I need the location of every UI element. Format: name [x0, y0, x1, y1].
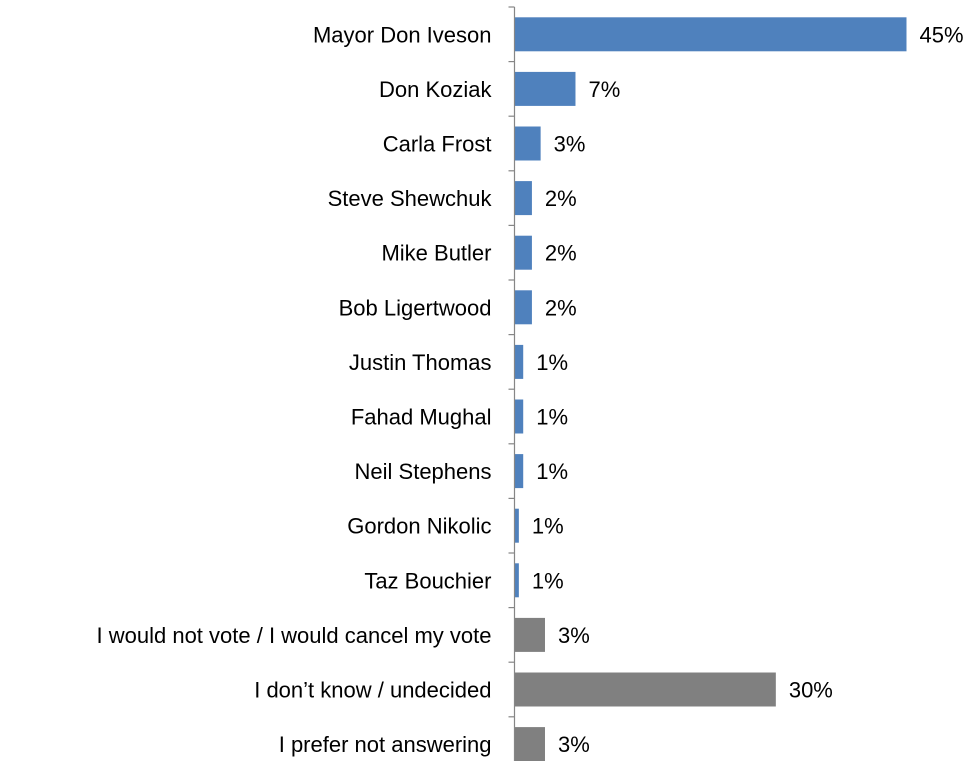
category-axis	[508, 6, 516, 761]
category-label: I don’t know / undecided	[254, 678, 491, 703]
value-label: 1%	[536, 350, 568, 375]
value-label: 1%	[536, 405, 568, 430]
category-label: Don Koziak	[379, 77, 493, 102]
category-label: I would not vote / I would cancel my vot…	[97, 623, 492, 648]
bar-2	[514, 71, 576, 106]
bar-3	[514, 126, 541, 161]
category-label: Mayor Don Iveson	[313, 22, 492, 47]
category-label: Steve Shewchuk	[328, 186, 493, 211]
value-label: 2%	[545, 186, 577, 211]
bar-4	[514, 181, 532, 216]
value-label: 3%	[554, 132, 586, 157]
category-label: Bob Ligertwood	[339, 295, 492, 320]
category-label: Carla Frost	[383, 132, 492, 157]
category-label: Mike Butler	[381, 241, 491, 266]
category-label: Justin Thomas	[349, 350, 492, 375]
bar-1	[514, 17, 907, 52]
bar-12	[514, 617, 545, 652]
bar-10	[514, 508, 519, 543]
value-label: 1%	[536, 459, 568, 484]
bar-11	[514, 563, 519, 598]
category-label: Taz Bouchier	[364, 568, 491, 593]
bar-5	[514, 235, 532, 270]
value-label: 3%	[558, 732, 590, 757]
value-label: 3%	[558, 623, 590, 648]
category-label: Gordon Nikolic	[347, 514, 491, 539]
bar-9	[514, 454, 524, 489]
value-label: 2%	[545, 241, 577, 266]
bar-13	[514, 672, 776, 707]
value-label: 45%	[920, 22, 964, 47]
category-label: Fahad Mughal	[351, 405, 492, 430]
bar-14	[514, 727, 545, 761]
value-label: 7%	[588, 77, 620, 102]
bar-6	[514, 290, 532, 325]
category-label: I prefer not answering	[279, 732, 492, 757]
labels-layer: Mayor Don Iveson 45% Don Koziak 7% Carla Fro…	[97, 22, 964, 757]
category-label: Neil Stephens	[355, 459, 492, 484]
value-label: 1%	[532, 568, 564, 593]
value-label: 2%	[545, 295, 577, 320]
bar-7	[514, 344, 524, 379]
bars-layer	[514, 17, 907, 761]
value-label: 30%	[789, 678, 833, 703]
value-label: 1%	[532, 514, 564, 539]
bar-8	[514, 399, 524, 434]
